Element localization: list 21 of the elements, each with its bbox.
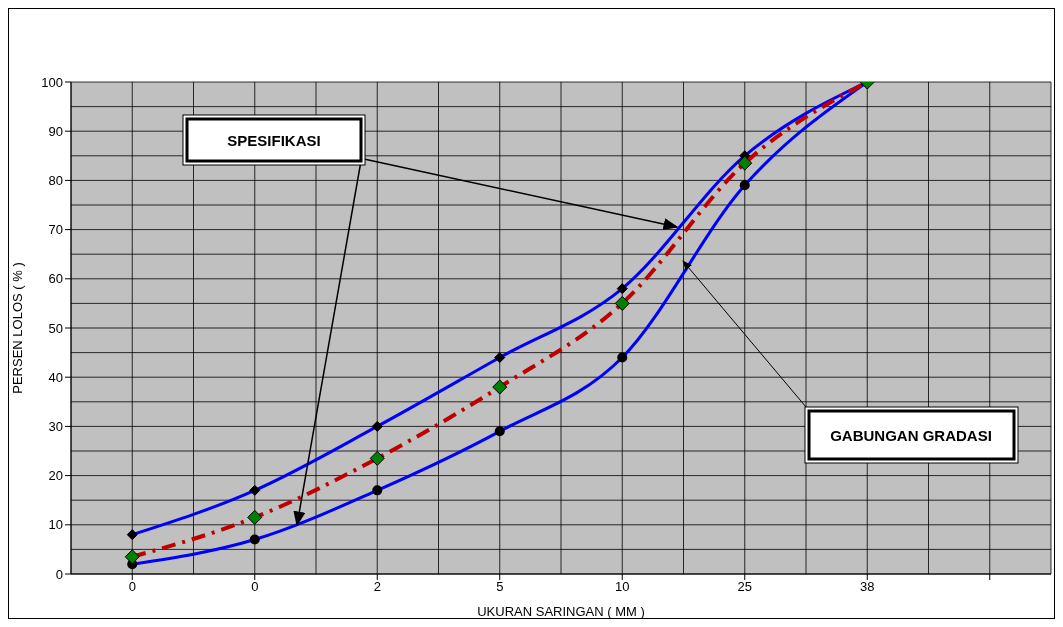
y-tick-label: 10 bbox=[48, 517, 63, 533]
x-tick-label: 10 bbox=[615, 579, 630, 595]
y-tick-label: 70 bbox=[48, 222, 63, 238]
y-tick-label: 30 bbox=[48, 419, 63, 435]
y-tick-label: 50 bbox=[48, 320, 63, 336]
y-tick-label: 40 bbox=[48, 369, 63, 385]
y-tick-label: 0 bbox=[55, 566, 63, 582]
x-tick-label: 25 bbox=[737, 579, 752, 595]
annotation: SPESIFIKASI bbox=[227, 132, 321, 149]
x-tick-label: 2 bbox=[373, 579, 381, 595]
annotation: GABUNGAN GRADASI bbox=[830, 427, 992, 444]
y-axis-title: PERSEN LOLOS ( % ) bbox=[9, 262, 25, 394]
y-tick-label: 60 bbox=[48, 271, 63, 287]
y-tick-label: 90 bbox=[48, 123, 63, 139]
x-tick-label: 38 bbox=[860, 579, 875, 595]
x-tick-label: 0 bbox=[128, 579, 136, 595]
x-tick-label: 0 bbox=[251, 579, 259, 595]
x-tick-label: 5 bbox=[496, 579, 504, 595]
y-tick-label: 20 bbox=[48, 468, 63, 484]
y-tick-label: 80 bbox=[48, 173, 63, 189]
y-tick-label: 100 bbox=[41, 74, 63, 90]
